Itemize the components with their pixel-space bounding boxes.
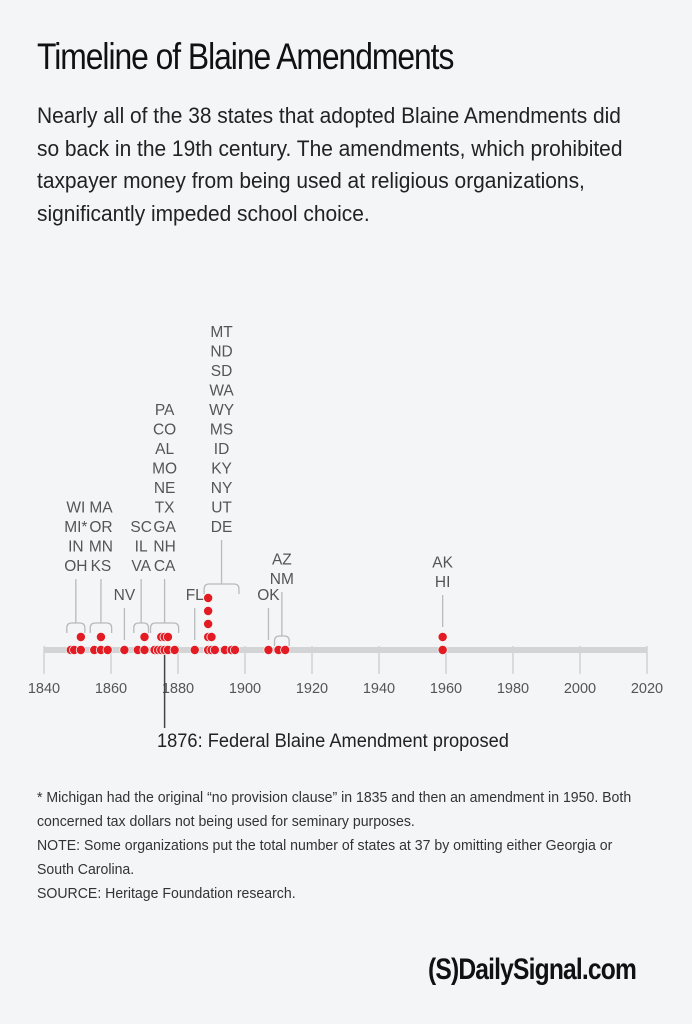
state-point (203, 592, 214, 603)
state-point (75, 644, 86, 655)
state-point (437, 631, 448, 642)
state-label: NE (154, 480, 176, 497)
source-text: SOURCE: Heritage Foundation research. (37, 885, 296, 902)
state-label: OH (64, 558, 87, 575)
state-label: SC (130, 519, 152, 536)
timeline-chart: 1840 1860 1880 1900 1920 1940 1960 1980 2000 2020… (28, 324, 663, 728)
state-label: KS (91, 558, 112, 575)
state-label: MO (152, 461, 177, 478)
group-bracket (149, 622, 180, 633)
state-point (280, 644, 291, 655)
notes-block: * Michigan had the original “no provisio… (37, 786, 639, 906)
state-label: DE (211, 519, 233, 536)
x-tick-label: 1920 (296, 681, 328, 697)
state-point (206, 631, 217, 642)
state-label: HI (435, 574, 451, 591)
chart-subtitle: Nearly all of the 38 states that adopted… (37, 103, 623, 226)
state-point (102, 644, 113, 655)
state-point (209, 644, 220, 655)
state-point (189, 644, 200, 655)
state-label: CO (153, 422, 176, 439)
dailysignal-logo: (S)DailySignal.com (428, 953, 637, 986)
state-label: TX (155, 500, 175, 517)
federal-amendment-annotation: 1876: Federal Blaine Amendment proposed (157, 731, 509, 752)
x-tick-label: 1860 (95, 681, 127, 697)
state-label: AL (155, 441, 174, 458)
state-label: OR (89, 519, 112, 536)
group-bracket (66, 622, 86, 633)
state-label: AZ (272, 552, 292, 569)
note-text: NOTE: Some organizations put the total n… (37, 837, 613, 878)
state-label: GA (153, 519, 176, 536)
state-label: ID (214, 441, 230, 458)
footnote-michigan: * Michigan had the original “no provisio… (37, 789, 632, 830)
state-label: VA (131, 558, 151, 575)
x-tick-label: 1980 (497, 681, 529, 697)
state-point (139, 631, 150, 642)
state-label: CA (154, 558, 176, 575)
state-point (95, 631, 106, 642)
state-point (263, 644, 274, 655)
chart-title: Timeline of Blaine Amendments (37, 36, 454, 77)
state-label: NV (114, 587, 136, 604)
state-label: ND (210, 344, 232, 361)
state-label: SD (211, 363, 233, 380)
state-label: NY (211, 480, 233, 497)
state-label: MA (89, 500, 113, 517)
x-tick-label: 2020 (631, 681, 663, 697)
state-label: IL (135, 539, 148, 556)
state-label: AK (432, 555, 453, 572)
state-label: NH (153, 539, 175, 556)
x-tick-label: 1960 (430, 681, 462, 697)
group-bracket (133, 622, 150, 633)
state-point (437, 644, 448, 655)
state-point (229, 644, 240, 655)
state-label: MT (210, 324, 233, 341)
x-tick-label: 1880 (162, 681, 194, 697)
state-point (169, 644, 180, 655)
state-label: UT (211, 500, 232, 517)
state-point (139, 644, 150, 655)
state-label: WI (66, 500, 85, 517)
state-point (75, 631, 86, 642)
state-point (203, 618, 214, 629)
x-tick-label: 1940 (363, 681, 395, 697)
state-label: IN (68, 539, 84, 556)
x-tick-label: 2000 (564, 681, 596, 697)
state-label: PA (155, 402, 175, 419)
x-tick-label: 1840 (28, 681, 60, 697)
x-tick-label: 1900 (229, 681, 261, 697)
state-point (162, 631, 173, 642)
state-label: WY (209, 402, 234, 419)
state-label: MS (210, 422, 233, 439)
state-label: KY (211, 461, 232, 478)
state-point (119, 644, 130, 655)
group-bracket (89, 622, 113, 633)
state-label: MI* (64, 519, 87, 536)
state-label: MN (89, 539, 113, 556)
state-point (203, 605, 214, 616)
state-label: FL (186, 587, 204, 604)
group-bracket (203, 583, 240, 594)
group-bracket (273, 635, 290, 646)
state-label: WA (209, 383, 234, 400)
state-label: NM (270, 571, 294, 588)
state-label: OK (257, 587, 280, 604)
